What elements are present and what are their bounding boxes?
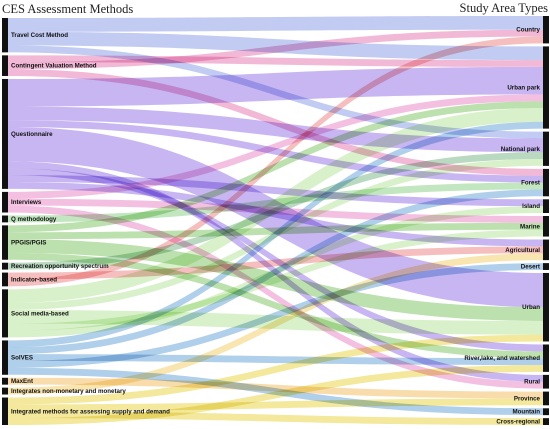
flow-links: [8, 16, 543, 425]
left-node-label-indicator: Indicator-based: [11, 276, 57, 283]
right-node-label-urban_park: Urban park: [507, 85, 540, 92]
left-node-label-social_media: Social media-based: [11, 310, 69, 317]
flow-ppgis-to-river: [8, 252, 543, 359]
right-node-label-national_park: National park: [501, 146, 541, 153]
right-node-bar-desert: [543, 263, 549, 270]
flow-contingent-to-forest: [8, 69, 543, 176]
flow-integrated_sd-to-province: [8, 398, 543, 412]
left-node-label-maxent: MaxEnt: [11, 378, 33, 385]
flow-solves-to-desert: [8, 263, 543, 368]
right-node-bar-urban: [543, 272, 549, 342]
right-axis-title: Study Area Types: [460, 1, 549, 15]
left-node-bar-maxent: [2, 377, 8, 385]
right-node-label-province: Province: [514, 395, 541, 402]
left-node-bar-social_media: [2, 289, 8, 338]
left-node-bar-q_method: [2, 215, 8, 223]
right-node-bar-province: [543, 391, 549, 406]
right-node-bar-country: [543, 16, 549, 44]
flow-integrated_sd-to-river: [8, 365, 543, 425]
right-node-label-cross_regional: Cross-regional: [496, 419, 540, 426]
right-node-bar-island: [543, 199, 549, 213]
flow-social_media-to-urban_park: [8, 108, 543, 304]
left-node-bar-questionnaire: [2, 78, 8, 189]
nodes: Travel Cost Method Contingent Valuation M…: [2, 16, 549, 426]
left-node-label-ros: Recreation opportunity spectrum: [11, 263, 109, 270]
flow-travel_cost-to-urban_park: [8, 31, 543, 61]
right-node-label-mountain: Mountain: [513, 409, 541, 416]
left-node-bar-ros: [2, 262, 8, 270]
flow-social_media-to-marine: [8, 229, 543, 331]
flow-interviews-to-urban_park: [8, 94, 543, 199]
flow-questionnaire-to-forest: [8, 120, 543, 183]
right-node-label-agricultural: Agricultural: [505, 247, 540, 254]
flow-indicator-to-country: [8, 36, 543, 287]
flow-travel_cost-to-country: [8, 16, 543, 32]
flow-integrates_nm-to-agricultural: [8, 253, 543, 395]
flow-maxent-to-province: [8, 377, 543, 399]
right-node-bar-national_park: [543, 131, 549, 166]
right-node-bar-mountain: [543, 408, 549, 416]
left-node-bar-integrates_nm: [2, 387, 8, 395]
left-node-bar-integrated_sd: [2, 397, 8, 425]
right-node-label-desert: Desert: [521, 264, 540, 271]
left-node-bar-indicator: [2, 272, 8, 287]
left-node-bar-interviews: [2, 191, 8, 213]
left-node-label-questionnaire: Questionnaire: [11, 131, 53, 138]
right-node-bar-marine: [543, 216, 549, 237]
flow-questionnaire-to-urban_park: [8, 66, 543, 107]
left-node-label-solves: SolVES: [11, 355, 33, 362]
right-node-bar-forest: [543, 168, 549, 197]
right-node-bar-cross_regional: [543, 418, 549, 425]
left-node-bar-contingent: [2, 55, 8, 76]
right-node-label-river: River,lake, and watershed: [464, 355, 540, 362]
flow-solves-to-urban_park: [8, 121, 543, 348]
left-node-label-contingent: Contingent Valuation Method: [11, 63, 97, 70]
right-node-label-island: Island: [522, 203, 540, 210]
left-node-label-interviews: Interviews: [11, 199, 42, 206]
right-node-label-country: Country: [516, 27, 540, 34]
left-node-bar-travel_cost: [2, 18, 8, 53]
left-node-label-integrated_sd: Integrated methods for assessing supply …: [11, 408, 170, 415]
left-node-label-ppgis: PPGIS/PGIS: [11, 240, 46, 247]
right-node-bar-urban_park: [543, 46, 549, 129]
flow-ppgis-to-marine: [8, 222, 543, 240]
flow-ppgis-to-urban_park: [8, 101, 543, 233]
left-axis-title: CES Assessment Methods: [2, 2, 133, 16]
right-node-label-marine: Marine: [520, 223, 541, 230]
flow-contingent-to-country: [8, 29, 543, 70]
flow-interviews-to-rural: [8, 205, 543, 389]
right-node-bar-river: [543, 344, 549, 372]
left-node-label-travel_cost: Travel Cost Method: [11, 32, 68, 39]
right-node-label-forest: Forest: [521, 180, 540, 187]
right-node-label-urban: Urban: [522, 304, 540, 311]
right-node-bar-agricultural: [543, 239, 549, 261]
left-node-label-q_method: Q methodology: [11, 216, 57, 223]
left-node-label-integrates_nm: Integrates non-monetary and monetary: [11, 388, 126, 395]
flow-solves-to-forest: [8, 189, 543, 355]
right-node-bar-rural: [543, 374, 549, 389]
flow-integrated_sd-to-urban: [8, 334, 543, 405]
left-node-bar-solves: [2, 340, 8, 375]
left-node-bar-ppgis: [2, 225, 8, 260]
right-node-label-rural: Rural: [524, 379, 540, 386]
